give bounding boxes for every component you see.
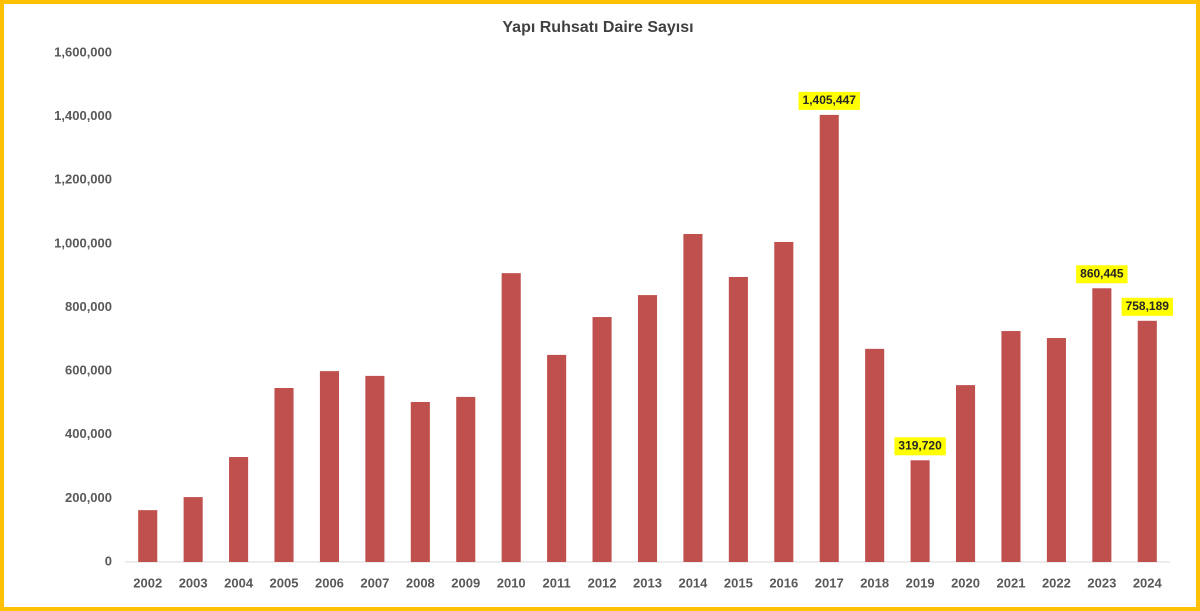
bar: [819, 114, 839, 562]
value-label: 319,720: [898, 438, 942, 452]
bar: [637, 295, 658, 562]
x-tick-label: 2015: [724, 575, 753, 590]
x-tick-label: 2012: [588, 575, 617, 590]
bar: [956, 385, 976, 562]
y-tick-label: 600,000: [65, 363, 112, 378]
bar: [910, 460, 930, 562]
x-tick-label: 2002: [133, 575, 162, 590]
x-tick-label: 2009: [451, 575, 480, 590]
x-tick-label: 2017: [815, 575, 844, 590]
bar: [456, 396, 476, 562]
x-tick-label: 2018: [860, 575, 889, 590]
y-tick-label: 1,200,000: [54, 172, 112, 187]
bar: [410, 401, 430, 562]
value-label: 860,445: [1080, 266, 1124, 280]
value-label-bg: [1121, 297, 1173, 316]
x-tick-label: 2011: [543, 575, 571, 590]
bar: [501, 273, 521, 562]
bar: [138, 510, 158, 562]
x-tick-label: 2021: [997, 575, 1026, 590]
x-tick-label: 2003: [179, 575, 208, 590]
bar: [547, 354, 567, 562]
y-tick-label: 1,600,000: [54, 44, 112, 59]
bar: [319, 371, 339, 562]
x-tick-label: 2005: [270, 575, 299, 590]
x-tick-label: 2006: [315, 575, 344, 590]
x-tick-label: 2024: [1133, 575, 1163, 590]
x-tick-label: 2008: [406, 575, 435, 590]
bar: [1092, 288, 1112, 562]
y-tick-label: 200,000: [65, 490, 112, 505]
value-label: 1,405,447: [803, 93, 857, 107]
bar: [865, 348, 885, 562]
y-tick-label: 400,000: [65, 426, 112, 441]
x-tick-label: 2020: [951, 575, 980, 590]
y-tick-label: 1,400,000: [54, 108, 112, 123]
x-tick-label: 2013: [633, 575, 662, 590]
bar: [365, 375, 385, 562]
x-tick-label: 2010: [497, 575, 526, 590]
y-tick-label: 0: [105, 553, 112, 568]
y-tick-label: 800,000: [65, 299, 112, 314]
bar: [1046, 338, 1066, 562]
x-tick-label: 2019: [906, 575, 935, 590]
x-tick-label: 2007: [360, 575, 389, 590]
bar: [774, 241, 794, 562]
value-label-bg: [894, 437, 946, 456]
x-tick-label: 2004: [224, 575, 254, 590]
value-label: 758,189: [1126, 299, 1170, 313]
bar: [229, 457, 249, 562]
bar: [683, 234, 703, 562]
bar: [592, 317, 612, 562]
x-tick-label: 2022: [1042, 575, 1071, 590]
bar: [728, 276, 748, 562]
bar: [183, 497, 203, 562]
bar: [1001, 331, 1021, 562]
chart-title: Yapı Ruhsatı Daire Sayısı: [502, 19, 693, 36]
x-tick-label: 2016: [769, 575, 798, 590]
x-tick-label: 2014: [678, 575, 708, 590]
bar: [1137, 320, 1157, 562]
value-label-bg: [1076, 265, 1128, 284]
y-tick-label: 1,000,000: [54, 235, 112, 250]
bar: [274, 387, 294, 562]
x-tick-label: 2023: [1087, 575, 1116, 590]
value-label-bg: [798, 91, 860, 110]
